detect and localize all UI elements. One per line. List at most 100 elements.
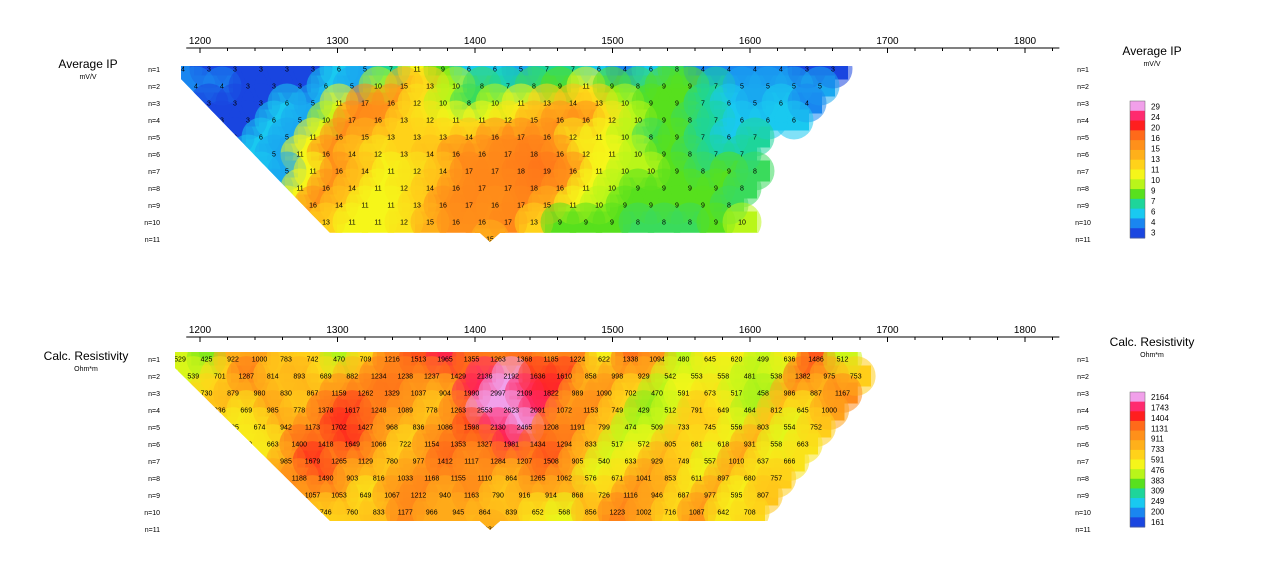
resistivity-color-field <box>175 352 876 530</box>
row-label-left: n=10 <box>144 510 160 517</box>
row-label-right: n=11 <box>1075 237 1090 244</box>
value-label: 480 <box>678 357 690 364</box>
value-label: 1167 <box>835 391 850 398</box>
value-label: 1066 <box>371 442 387 449</box>
value-label: 9 <box>636 186 640 193</box>
value-label: 13 <box>387 135 395 142</box>
value-label: 968 <box>386 425 398 432</box>
value-label: 10 <box>374 84 382 91</box>
value-label: 1000 <box>252 357 268 364</box>
value-label: 966 <box>426 510 438 517</box>
value-label: 16 <box>335 169 343 176</box>
color-blob <box>722 202 762 242</box>
value-label: 5 <box>766 84 770 91</box>
value-label: 5 <box>298 118 302 125</box>
row-label-left: n=11 <box>145 237 160 244</box>
row-label-right: n=8 <box>1077 476 1089 483</box>
resistivity-colorbar-unit: Ohm*m <box>1140 352 1164 359</box>
value-label: 3 <box>233 135 237 142</box>
value-label: 8 <box>636 84 640 91</box>
row-label-left: n=6 <box>148 442 160 449</box>
color-cell <box>284 501 315 523</box>
resistivity-colorbar-title: Calc. Resistivity <box>1110 335 1195 349</box>
row-label-right: n=2 <box>1077 374 1089 381</box>
value-label: 5 <box>285 135 289 142</box>
value-label: 539 <box>187 374 199 381</box>
value-label: 669 <box>240 408 252 415</box>
value-label: 1382 <box>795 374 811 381</box>
value-label: 745 <box>704 425 716 432</box>
value-label: 642 <box>717 510 729 517</box>
value-label: 1263 <box>490 357 506 364</box>
row-label-left: n=2 <box>148 84 160 91</box>
row-label-right: n=2 <box>1077 84 1089 91</box>
value-label: 783 <box>280 357 292 364</box>
value-label: 6 <box>493 67 497 74</box>
value-label: 9 <box>714 220 718 227</box>
colorbar-swatch <box>1130 198 1145 210</box>
value-label: 10 <box>608 186 616 193</box>
value-label: 805 <box>664 442 676 449</box>
value-label: 1010 <box>729 459 745 466</box>
value-label: 13 <box>400 118 408 125</box>
value-label: 4 <box>194 84 198 91</box>
value-label: 663 <box>267 442 279 449</box>
value-label: 12 <box>400 186 408 193</box>
value-label: 16 <box>478 220 486 227</box>
value-label: 14 <box>426 186 434 193</box>
colorbar-label: 1131 <box>1151 424 1169 433</box>
value-label: 19 <box>543 169 551 176</box>
colorbar-swatch <box>1130 411 1145 422</box>
value-label: 9 <box>584 220 588 227</box>
value-label: 867 <box>307 391 319 398</box>
colorbar-label: 29 <box>1151 102 1160 111</box>
value-label: 2997 <box>490 391 506 398</box>
value-label: 1679 <box>305 459 321 466</box>
value-label: 1427 <box>358 425 374 432</box>
row-label-left: n=7 <box>148 459 160 466</box>
value-label: 1117 <box>464 459 479 466</box>
value-label: 1116 <box>623 493 638 500</box>
value-label: 16 <box>309 203 317 210</box>
x-tick-label: 1200 <box>189 325 212 336</box>
value-label: 864 <box>505 476 517 483</box>
value-label: 778 <box>426 408 438 415</box>
value-label: 931 <box>744 442 756 449</box>
value-label: 14 <box>569 101 577 108</box>
value-label: 16 <box>556 118 564 125</box>
value-label: 11 <box>296 152 303 159</box>
value-label: 553 <box>691 374 703 381</box>
value-label: 1090 <box>596 391 612 398</box>
value-label: 1224 <box>570 357 586 364</box>
value-label: 595 <box>731 493 743 500</box>
value-label: 11 <box>582 186 589 193</box>
value-label: 13 <box>543 101 551 108</box>
value-label: 7 <box>714 152 718 159</box>
value-label: 689 <box>320 374 332 381</box>
colorbar-label: 1743 <box>1151 404 1169 413</box>
value-label: 517 <box>611 442 623 449</box>
value-label: 1129 <box>358 459 373 466</box>
row-label-left: n=5 <box>148 425 160 432</box>
value-label: 791 <box>691 408 703 415</box>
value-label: 3 <box>259 101 263 108</box>
value-label: 16 <box>452 220 460 227</box>
row-label-left: n=1 <box>148 357 160 364</box>
resistivity-panel: Calc. Resistivity Ohm*m 1200 1300 1400 1500… <box>44 325 1195 534</box>
value-label: 722 <box>399 442 411 449</box>
value-label: 458 <box>757 391 769 398</box>
value-label: 7 <box>714 118 718 125</box>
row-label-right: n=6 <box>1077 152 1089 159</box>
value-label: 1087 <box>689 510 705 517</box>
value-label: 16 <box>556 186 564 193</box>
value-label: 625 <box>227 425 239 432</box>
value-label: 1338 <box>623 357 639 364</box>
value-label: 13 <box>413 203 421 210</box>
value-label: 942 <box>280 425 292 432</box>
value-label: 14 <box>426 152 434 159</box>
value-label: 674 <box>254 425 266 432</box>
value-label: 11 <box>595 135 602 142</box>
colorbar-swatch <box>1130 149 1145 161</box>
value-label: 8 <box>662 220 666 227</box>
